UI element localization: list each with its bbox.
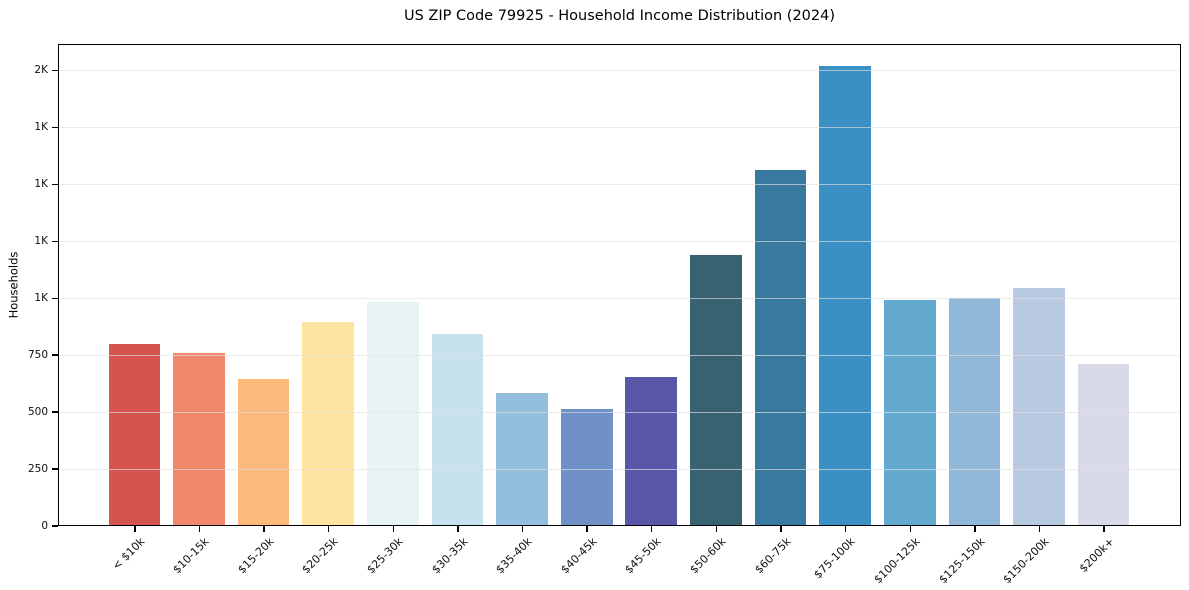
y-tick-mark [52, 297, 58, 299]
x-tick-label: $125-150k [935, 535, 988, 587]
x-tick-mark [134, 526, 136, 532]
x-tick-label: $30-35k [428, 535, 471, 577]
bar-$40-45k [560, 408, 613, 525]
bar-$15-20k [237, 379, 290, 525]
chart-title: US ZIP Code 79925 - Household Income Dis… [403, 8, 836, 24]
x-tick-label: $150-200k [1000, 535, 1052, 587]
bar-$35-40k [496, 392, 548, 525]
x-tick-label: $10-15k [170, 535, 212, 577]
x-tick-label: $50-60k [687, 535, 729, 577]
y-tick-mark [52, 183, 58, 185]
y-tick-mark [52, 126, 58, 129]
y-tick-label: 1K [34, 292, 48, 305]
y-tick-mark [52, 525, 58, 527]
x-tick-mark [328, 526, 330, 532]
gridline [59, 468, 1180, 470]
y-axis-label: Households [6, 251, 21, 319]
x-tick-mark [521, 526, 524, 532]
bar-$20-25k [302, 322, 355, 525]
y-tick-label: 500 [27, 406, 48, 419]
bar-$50-60k [690, 255, 742, 525]
bar-$200k+ [1077, 364, 1130, 525]
x-tick-mark [586, 526, 588, 532]
x-tick-mark [457, 526, 459, 532]
x-tick-label: $20-25k [299, 535, 341, 577]
x-tick-mark [651, 526, 653, 532]
y-tick-label: 2K [34, 64, 48, 77]
bar-$25-30k [367, 301, 419, 525]
bar-$45-50k [625, 376, 678, 525]
x-tick-mark [198, 526, 201, 532]
y-tick-label: 250 [27, 463, 48, 476]
gridline [59, 69, 1180, 71]
gridline [59, 240, 1180, 242]
x-tick-mark [844, 526, 847, 532]
y-axis-label-wrap: Households [2, 44, 24, 526]
x-tick-mark [263, 526, 265, 532]
x-tick-mark [1038, 526, 1041, 532]
y-tick-label: 750 [27, 349, 48, 362]
x-tick-label: $200k+ [1076, 535, 1117, 576]
x-tick-mark [909, 526, 911, 532]
gridline [59, 354, 1180, 356]
x-tick-mark [715, 526, 718, 532]
x-tick-label: $25-30k [364, 535, 406, 577]
gridline [59, 126, 1180, 128]
x-tick-label: $40-45k [558, 535, 600, 577]
y-tick-mark [52, 468, 58, 470]
bar-$150-200k [1013, 288, 1065, 525]
x-tick-mark [1103, 526, 1105, 532]
gridline [59, 411, 1180, 413]
x-tick-label: $45-50k [622, 535, 664, 577]
x-tick-label: $60-75k [751, 535, 794, 577]
gridline [59, 183, 1180, 185]
y-tick-mark [52, 354, 58, 356]
bar-$75-100k [819, 66, 871, 525]
x-tick-mark [780, 526, 782, 532]
x-tick-label: < $10k [109, 535, 148, 573]
x-tick-label: $100-125k [871, 535, 923, 587]
bar-$10-15k [173, 353, 225, 525]
x-tick-label: $75-100k [811, 535, 858, 582]
y-tick-mark [52, 69, 58, 72]
y-tick-label: 1K [34, 121, 48, 134]
bar-$30-35k [431, 333, 484, 525]
plot-area [58, 44, 1181, 526]
bar-$60-75k [754, 169, 807, 525]
y-tick-label: 0 [41, 520, 48, 532]
x-tick-label: $15-20k [235, 535, 277, 577]
gridline [59, 297, 1180, 299]
bar-< $10k [108, 343, 161, 525]
y-tick-label: 1K [34, 235, 48, 248]
y-tick-label: 1K [34, 178, 48, 191]
x-tick-label: $35-40k [493, 535, 535, 577]
y-tick-mark [52, 240, 58, 242]
y-tick-mark [52, 411, 58, 413]
x-tick-mark [392, 526, 395, 532]
x-tick-mark [974, 526, 976, 532]
